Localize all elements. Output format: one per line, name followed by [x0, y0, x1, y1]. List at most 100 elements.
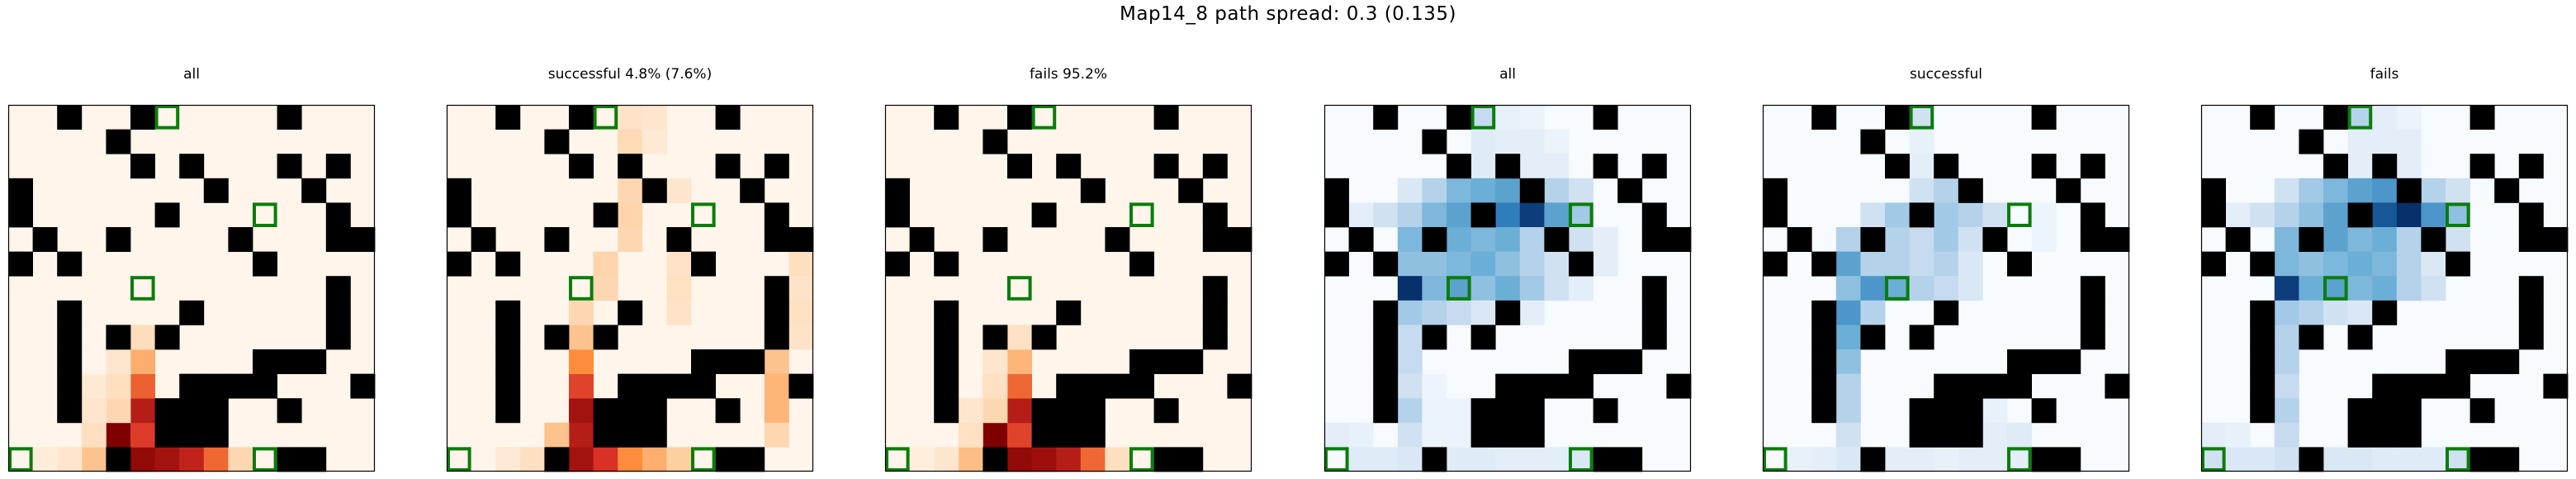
obstacle-cell	[593, 325, 618, 350]
obstacle-cell	[2372, 154, 2398, 179]
axes-frame	[2200, 104, 2569, 472]
heat-cell	[2372, 178, 2398, 203]
heat-cell	[1934, 178, 1959, 203]
heat-cell	[2396, 129, 2422, 154]
target-marker	[1909, 105, 1934, 130]
obstacle-cell	[1031, 398, 1057, 424]
obstacle-cell	[593, 422, 618, 448]
heat-cell	[1470, 129, 1496, 154]
heat-cell	[1982, 422, 2008, 448]
heat-cell	[130, 422, 155, 448]
obstacle-cell	[2031, 349, 2057, 374]
heat-cell	[1422, 251, 1447, 277]
heat-cell	[519, 447, 545, 472]
obstacle-cell	[2250, 105, 2275, 130]
heat-cell	[2347, 251, 2373, 277]
obstacle-cell	[2299, 129, 2324, 154]
obstacle-cell	[2007, 349, 2032, 374]
obstacle-cell	[1495, 300, 1521, 325]
heatmap-grid	[2200, 104, 2569, 472]
heat-cell	[1835, 325, 1861, 350]
heat-cell	[2225, 422, 2251, 448]
obstacle-cell	[1811, 373, 1837, 399]
heat-cell	[666, 300, 692, 325]
obstacle-cell	[1470, 398, 1496, 424]
heat-cell	[1373, 447, 1399, 472]
obstacle-cell	[2372, 373, 2398, 399]
heat-cell	[1811, 447, 1837, 472]
heat-cell	[1909, 251, 1934, 277]
obstacle-cell	[2469, 105, 2495, 130]
obstacle-cell	[764, 325, 789, 350]
heat-cell	[1835, 276, 1861, 301]
obstacle-cell	[691, 349, 716, 374]
target-marker	[253, 202, 277, 228]
obstacle-cell	[1153, 154, 1179, 179]
heat-cell	[495, 447, 521, 472]
obstacle-cell	[983, 227, 1008, 252]
obstacle-cell	[569, 105, 594, 130]
obstacle-cell	[154, 422, 180, 448]
heat-cell	[2421, 251, 2446, 277]
heat-cell	[1397, 300, 1423, 325]
heat-cell	[2421, 178, 2446, 203]
heat-cell	[2323, 227, 2348, 252]
obstacle-cell	[1470, 422, 1496, 448]
heat-cell	[2347, 276, 2373, 301]
obstacle-cell	[715, 447, 741, 472]
obstacle-cell	[203, 422, 229, 448]
heat-cell	[2323, 202, 2348, 228]
heat-cell	[2201, 447, 2226, 472]
obstacle-cell	[471, 227, 496, 252]
obstacle-cell	[2396, 178, 2422, 203]
target-marker	[885, 447, 910, 472]
heatmap-grid	[1324, 104, 1692, 472]
obstacle-cell	[2469, 447, 2495, 472]
obstacle-cell	[618, 398, 643, 424]
heat-cell	[2323, 251, 2348, 277]
obstacle-cell	[2469, 349, 2495, 374]
obstacle-cell	[8, 178, 33, 203]
heat-cell	[1397, 349, 1423, 374]
heat-cell	[764, 349, 789, 374]
heat-cell	[1397, 447, 1423, 472]
obstacle-cell	[1934, 398, 1959, 424]
heat-cell	[2007, 422, 2032, 448]
obstacle-cell	[2056, 178, 2081, 203]
heat-cell	[2274, 422, 2299, 448]
obstacle-cell	[106, 447, 131, 472]
heat-cell	[1495, 251, 1521, 277]
heat-cell	[1422, 300, 1447, 325]
obstacle-cell	[495, 105, 521, 130]
heat-cell	[1470, 251, 1496, 277]
obstacle-cell	[642, 373, 667, 399]
heat-cell	[1007, 398, 1032, 424]
heat-cell	[593, 447, 618, 472]
obstacle-cell	[2080, 325, 2105, 350]
obstacle-cell	[1470, 325, 1496, 350]
obstacle-cell	[934, 373, 959, 399]
obstacle-cell	[2201, 178, 2226, 203]
obstacle-cell	[715, 105, 741, 130]
obstacle-cell	[495, 373, 521, 399]
obstacle-cell	[2323, 105, 2348, 130]
obstacle-cell	[1227, 227, 1252, 252]
heat-cell	[1569, 178, 1593, 203]
obstacle-cell	[1056, 154, 1082, 179]
heat-cell	[934, 447, 959, 472]
heat-cell	[983, 422, 1008, 448]
obstacle-cell	[1641, 276, 1667, 301]
heat-cell	[1860, 276, 1886, 301]
heat-cell	[1495, 129, 1521, 154]
obstacle-cell	[57, 398, 83, 424]
obstacle-cell	[544, 447, 570, 472]
heat-cell	[1569, 202, 1593, 228]
heat-cell	[2396, 105, 2422, 130]
heat-cell	[32, 447, 58, 472]
obstacle-cell	[2080, 202, 2105, 228]
obstacle-cell	[203, 373, 229, 399]
obstacle-cell	[1958, 422, 1983, 448]
heat-cell	[1982, 447, 2008, 472]
obstacle-cell	[277, 154, 302, 179]
obstacle-cell	[2007, 251, 2032, 277]
